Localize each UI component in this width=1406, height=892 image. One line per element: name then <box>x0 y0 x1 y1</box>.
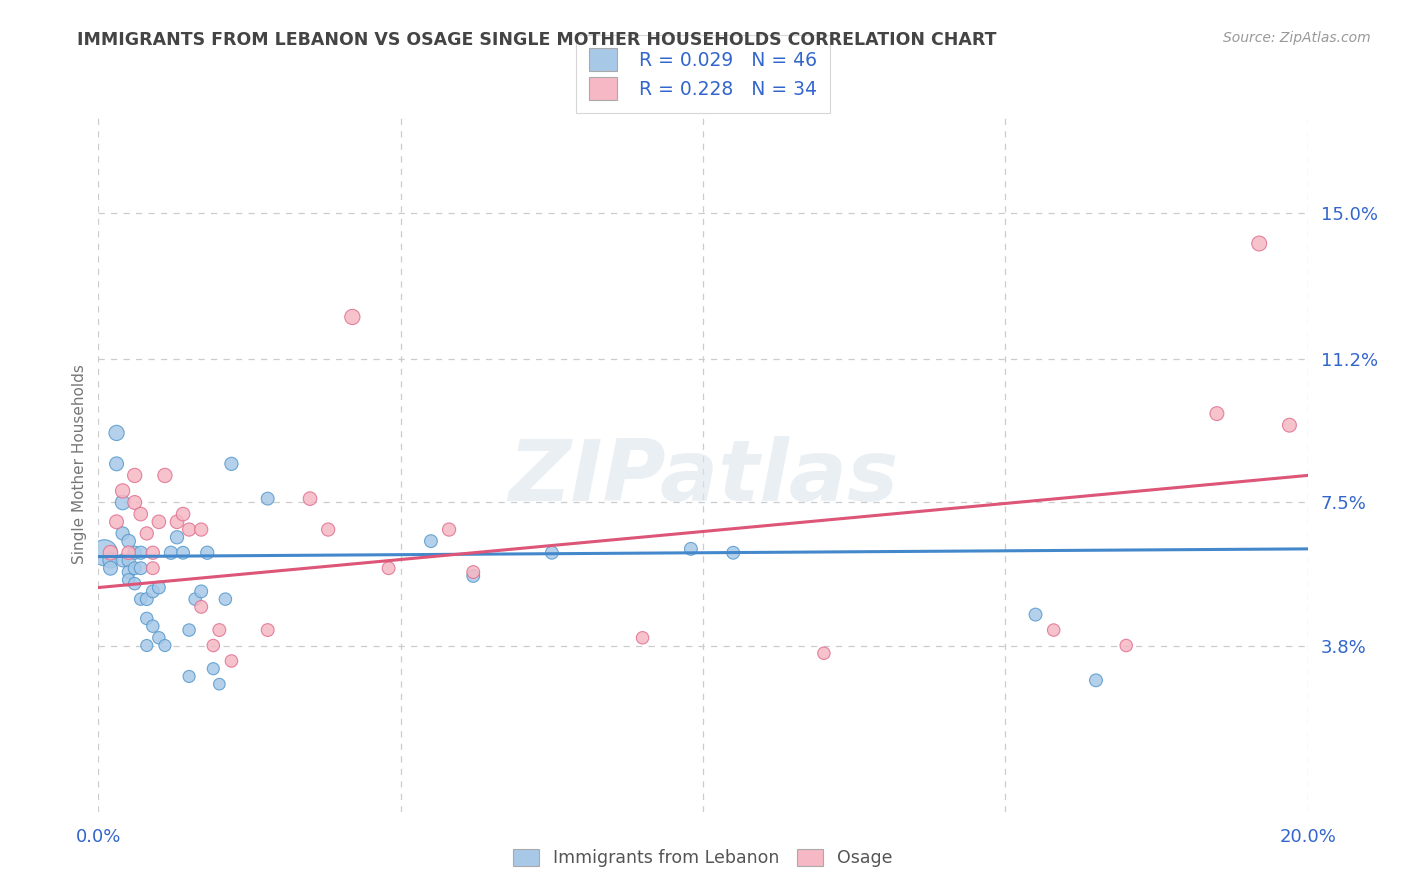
Point <box>124 495 146 509</box>
Point <box>172 507 194 521</box>
Point <box>1115 639 1137 653</box>
Point <box>813 646 835 660</box>
Point <box>342 310 364 324</box>
Point <box>214 592 236 607</box>
Legend:   R = 0.029   N = 46,   R = 0.228   N = 34: R = 0.029 N = 46, R = 0.228 N = 34 <box>576 35 830 113</box>
Point <box>118 565 141 579</box>
Point <box>256 623 278 637</box>
Point <box>124 561 146 575</box>
Point <box>184 592 207 607</box>
Point <box>135 592 157 607</box>
Point <box>463 565 485 579</box>
Legend: Immigrants from Lebanon, Osage: Immigrants from Lebanon, Osage <box>506 842 900 874</box>
Y-axis label: Single Mother Households: Single Mother Households <box>72 364 87 564</box>
Point <box>148 631 170 645</box>
Point <box>124 546 146 560</box>
Point <box>142 561 165 575</box>
Point <box>202 662 225 676</box>
Point <box>723 546 745 560</box>
Point <box>316 523 339 537</box>
Point <box>377 561 399 575</box>
Text: IMMIGRANTS FROM LEBANON VS OSAGE SINGLE MOTHER HOUSEHOLDS CORRELATION CHART: IMMIGRANTS FROM LEBANON VS OSAGE SINGLE … <box>77 31 997 49</box>
Point <box>179 623 201 637</box>
Point <box>1206 407 1229 421</box>
Point <box>100 546 122 560</box>
Point <box>124 468 146 483</box>
Point <box>1085 673 1108 688</box>
Point <box>142 584 165 599</box>
Point <box>190 599 212 614</box>
Point <box>540 546 562 560</box>
Point <box>135 611 157 625</box>
Point <box>221 654 243 668</box>
Point <box>153 468 176 483</box>
Point <box>208 623 231 637</box>
Point <box>124 576 146 591</box>
Point <box>111 526 134 541</box>
Point <box>1024 607 1046 622</box>
Text: ZIPatlas: ZIPatlas <box>508 436 898 519</box>
Point <box>129 546 152 560</box>
Point <box>129 507 152 521</box>
Point <box>142 619 165 633</box>
Point <box>202 639 225 653</box>
Point <box>166 515 188 529</box>
Point <box>118 553 141 567</box>
Point <box>105 457 128 471</box>
Point <box>118 546 141 560</box>
Point <box>111 553 134 567</box>
Point <box>93 546 115 560</box>
Point <box>190 523 212 537</box>
Point <box>100 561 122 575</box>
Point <box>463 569 485 583</box>
Point <box>190 584 212 599</box>
Point <box>420 534 443 549</box>
Point <box>148 581 170 595</box>
Point <box>160 546 183 560</box>
Point <box>111 483 134 498</box>
Point <box>221 457 243 471</box>
Point <box>100 553 122 567</box>
Point <box>148 515 170 529</box>
Point <box>105 515 128 529</box>
Point <box>129 561 152 575</box>
Point <box>437 523 460 537</box>
Point <box>153 639 176 653</box>
Point <box>195 546 218 560</box>
Text: Source: ZipAtlas.com: Source: ZipAtlas.com <box>1223 31 1371 45</box>
Point <box>129 592 152 607</box>
Point <box>1249 236 1271 251</box>
Point <box>111 495 134 509</box>
Point <box>1042 623 1064 637</box>
Point <box>142 546 165 560</box>
Point <box>179 523 201 537</box>
Point <box>1278 418 1301 433</box>
Point <box>135 639 157 653</box>
Point <box>105 425 128 440</box>
Point <box>179 669 201 683</box>
Point <box>299 491 322 506</box>
Point <box>256 491 278 506</box>
Point <box>118 573 141 587</box>
Point <box>679 541 702 556</box>
Point <box>135 526 157 541</box>
Point <box>118 534 141 549</box>
Point <box>166 530 188 544</box>
Point <box>208 677 231 691</box>
Point <box>172 546 194 560</box>
Point <box>631 631 654 645</box>
